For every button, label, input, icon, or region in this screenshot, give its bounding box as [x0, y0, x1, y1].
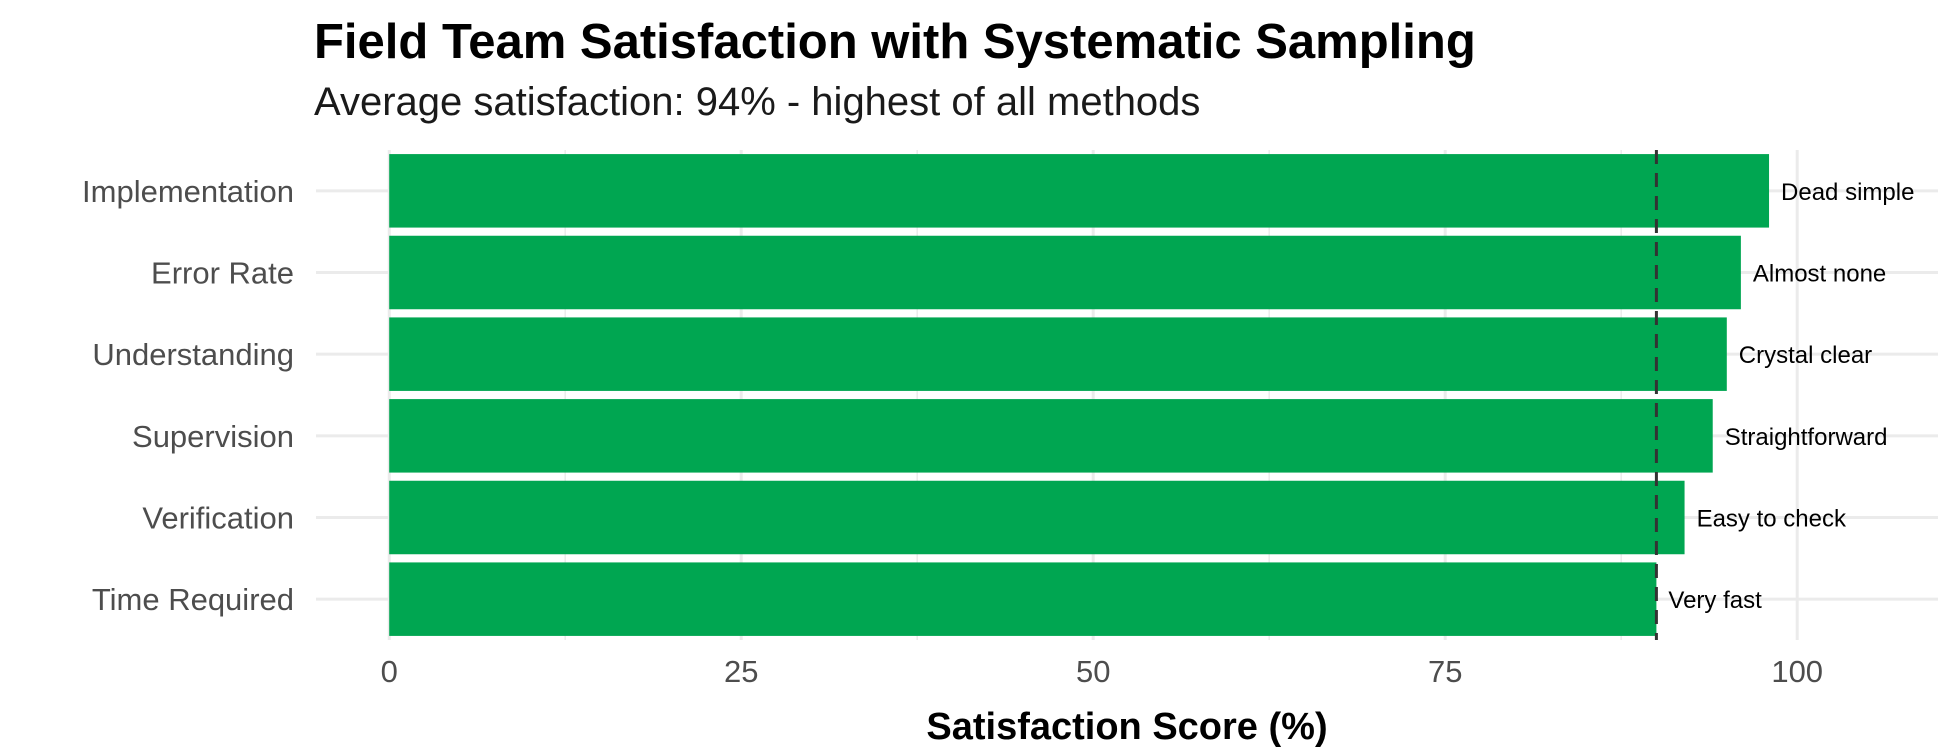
bar-understanding [389, 317, 1727, 391]
bar-time-required [389, 562, 1657, 636]
chart-subtitle: Average satisfaction: 94% - highest of a… [314, 80, 1201, 124]
category-label: Error Rate [151, 256, 294, 291]
x-tick-label: 25 [724, 654, 758, 689]
category-label: Implementation [82, 174, 294, 209]
x-tick-label: 50 [1076, 654, 1110, 689]
bar-verification [389, 480, 1685, 555]
category-label: Supervision [132, 419, 294, 454]
x-tick-label: 75 [1428, 654, 1462, 689]
data-label: Straightforward [1725, 424, 1888, 451]
x-tick-label: 0 [381, 654, 398, 689]
data-label: Dead simple [1781, 179, 1914, 206]
chart-title: Field Team Satisfaction with Systematic … [314, 15, 1476, 69]
data-label: Very fast [1668, 587, 1762, 614]
label-layer: Dead simple Almost none Crystal clear Strai… [1668, 179, 1914, 614]
category-label: Time Required [92, 582, 294, 617]
category-label: Verification [142, 501, 294, 536]
data-label: Almost none [1753, 261, 1886, 288]
axis-layer: Implementation Error Rate Understanding Sup… [82, 174, 1823, 689]
bar-supervision [389, 399, 1713, 473]
bar-layer [389, 154, 1770, 636]
x-axis-title: Satisfaction Score (%) [926, 706, 1327, 748]
x-tick-label: 100 [1771, 654, 1823, 689]
category-label: Understanding [92, 337, 294, 372]
bar-error-rate [389, 235, 1741, 310]
data-label: Easy to check [1697, 506, 1847, 533]
data-label: Crystal clear [1739, 342, 1872, 369]
bar-implementation [389, 154, 1770, 228]
